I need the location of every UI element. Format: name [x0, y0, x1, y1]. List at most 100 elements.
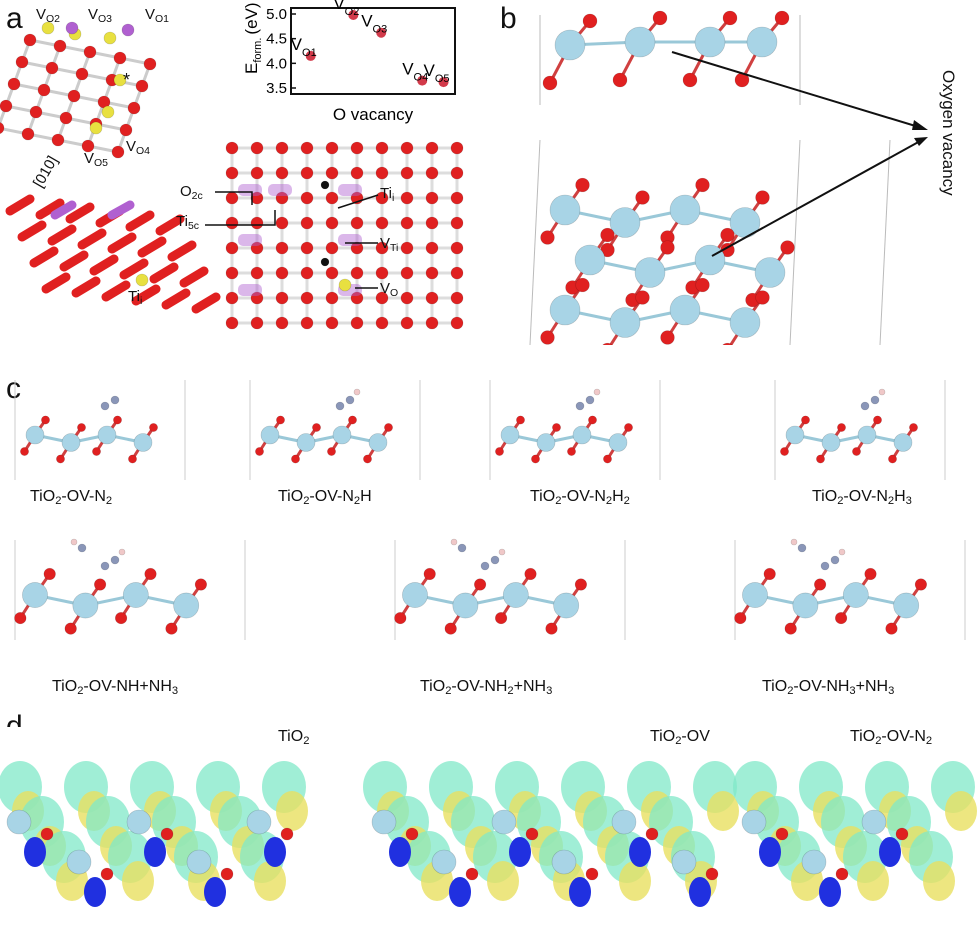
adsorbate-structure-1	[14, 380, 186, 480]
label-vo2: VO2	[36, 6, 61, 25]
oxygen-atom	[837, 423, 846, 432]
oxygen-atom	[531, 454, 540, 464]
titanium-atom	[25, 425, 45, 445]
oxygen-atom	[567, 447, 576, 456]
chart-point-label: VO3	[361, 12, 387, 36]
charge-lobe-yellow	[945, 791, 977, 831]
charge-dot-blue	[879, 837, 901, 867]
oxygen-atom	[775, 827, 789, 841]
chart-ytick-label: 3.5	[266, 80, 287, 97]
oxygen-row	[77, 228, 107, 250]
oxygen-atom	[582, 13, 598, 29]
titanium-atom	[66, 849, 92, 875]
nitrogen-atom	[797, 543, 807, 553]
oxygen-atom	[400, 191, 414, 205]
topview-lattice	[205, 141, 464, 330]
charge-lobe-yellow	[923, 861, 955, 901]
titanium-atom	[754, 257, 786, 288]
oxygen-atom	[722, 342, 733, 345]
oxygen-atom	[588, 415, 597, 425]
panel-c-structures	[14, 380, 966, 640]
charge-lobe-yellow	[857, 861, 889, 901]
titanium-atom	[502, 582, 529, 608]
charge-dot-blue	[204, 877, 226, 907]
panel-letter-b: b	[500, 2, 517, 35]
titanium-atom	[402, 582, 428, 608]
charge-lobe-yellow	[619, 861, 651, 901]
nitrogen-atom	[585, 395, 595, 405]
oxygen-atom	[350, 141, 364, 155]
oxygen-atom	[51, 133, 65, 147]
ti-site	[268, 184, 292, 196]
oxygen-atom	[276, 415, 285, 425]
oxygen-atom	[375, 216, 389, 230]
cell-edge	[529, 139, 541, 345]
oxygen-atom	[755, 290, 770, 305]
nitrogen-atom	[100, 561, 110, 571]
vacancy-marker	[320, 257, 330, 267]
oxygen-atom	[21, 127, 35, 141]
nitrogen-atom	[77, 543, 87, 553]
oxygen-atom	[350, 166, 364, 180]
titanium-atom	[574, 244, 606, 276]
titanium-atom	[368, 433, 388, 452]
oxygen-atom	[909, 423, 918, 432]
svg-text:Eform.(eV): Eform.(eV)	[242, 2, 264, 74]
oxygen-atom	[895, 827, 909, 841]
titanium-atom	[694, 244, 726, 276]
oxygen-atom	[540, 230, 555, 245]
titanium-atom	[608, 433, 628, 452]
oxygen-row	[101, 280, 131, 302]
oxygen-atom	[635, 190, 650, 205]
oxygen-atom	[720, 227, 735, 243]
charge-density-map-3	[733, 727, 979, 936]
charge-dot-blue	[264, 837, 286, 867]
nitrogen-atom	[860, 401, 870, 411]
oxygen-atom	[119, 123, 133, 137]
hydrogen-atom	[498, 548, 506, 556]
oxygen-atom	[220, 867, 234, 881]
oxygen-atom	[225, 166, 239, 180]
titanium-atom	[671, 849, 697, 875]
ti-atom	[65, 21, 79, 35]
label-vo3: VO3	[88, 6, 113, 25]
charge-lobe-yellow	[487, 861, 519, 901]
charge-lobe-yellow	[276, 791, 308, 831]
oxygen-atom	[574, 578, 587, 591]
titanium-atom	[491, 809, 517, 835]
label-vo4: VO4	[126, 138, 151, 157]
panel-letter-a: a	[6, 2, 23, 35]
oxygen-atom	[602, 342, 613, 345]
oxygen-atom	[250, 266, 264, 280]
oxygen-atom	[864, 567, 877, 581]
chart-point-o2	[348, 9, 359, 20]
nitrogen-atom	[335, 401, 345, 411]
oxygen-row	[59, 250, 89, 272]
oxygen-atom	[40, 827, 54, 841]
oxygen-atom	[816, 454, 825, 464]
titanium-atom	[801, 849, 827, 875]
oxygen-row	[41, 272, 71, 294]
oxygen-atom	[652, 10, 668, 26]
cell-edge	[879, 139, 891, 345]
oxygen-atom	[425, 191, 439, 205]
charge-dot-blue	[24, 837, 46, 867]
oxygen-row	[47, 224, 77, 246]
oxygen-atom	[545, 622, 558, 635]
oxygen-atom	[275, 266, 289, 280]
titanium-atom	[611, 809, 637, 835]
oxygen-atom	[450, 166, 464, 180]
chart-frame	[290, 7, 456, 95]
oxygen-atom	[400, 316, 414, 330]
oxygen-atom	[405, 827, 419, 841]
oxygen-atom	[143, 57, 157, 71]
oxygen-atom	[852, 447, 861, 456]
nitrogen-atom	[830, 555, 840, 565]
oxygen-atom	[275, 166, 289, 180]
oxygen-atom	[734, 612, 747, 625]
ti-site	[238, 184, 262, 196]
oxygen-row	[119, 258, 149, 280]
titanium-atom	[741, 809, 767, 835]
oxygen-atom	[15, 55, 29, 69]
